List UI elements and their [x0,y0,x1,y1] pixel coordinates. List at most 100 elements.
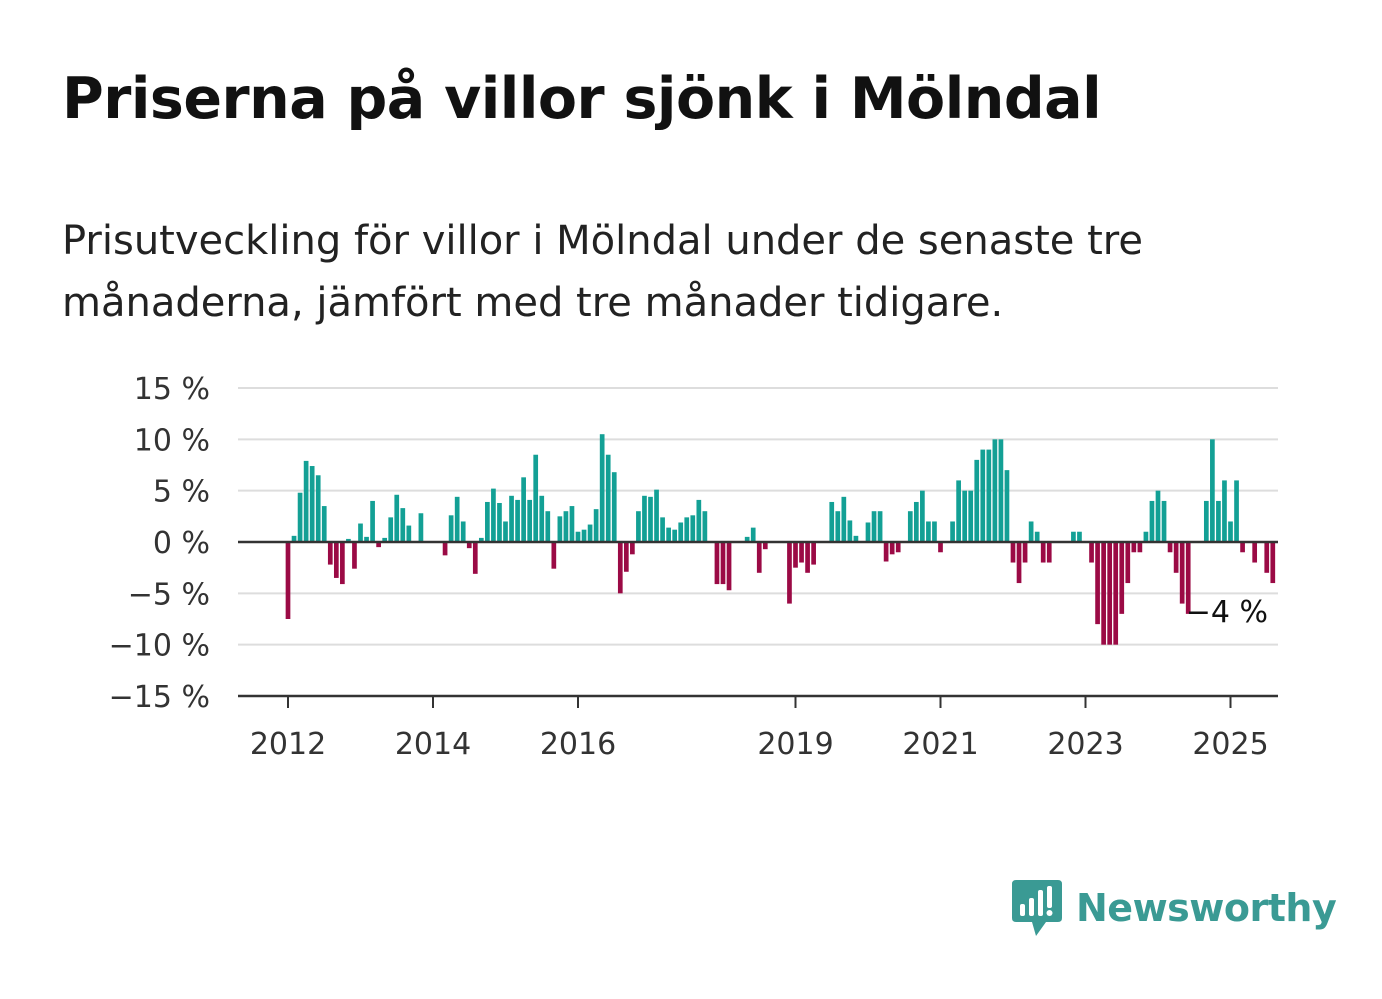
bar [1028,521,1034,542]
bar [829,501,835,542]
bar [1016,542,1022,584]
bar [1167,542,1173,553]
bar [1161,500,1167,542]
bar [581,529,587,542]
bar [1210,439,1215,542]
bar [515,499,520,542]
bar [835,511,841,542]
bar [340,542,345,585]
bar [321,506,327,542]
bar [497,502,502,542]
bar [696,499,702,542]
bar [587,524,593,542]
bar [648,496,653,542]
bar [545,511,551,542]
bar [1252,542,1258,563]
bar [442,542,448,556]
bar [346,538,351,542]
bar [1264,542,1270,573]
bar [1004,470,1010,542]
x-tick-label: 2016 [540,727,616,762]
brand-name: Newsworthy [1076,886,1337,930]
bar [478,537,484,542]
bar [611,472,617,542]
x-tick-label: 2021 [902,727,978,762]
bar [1077,531,1082,542]
bar [889,542,895,555]
bar [660,517,665,542]
bar [666,527,671,542]
newsworthy-logo-icon [1012,880,1062,936]
bar [998,439,1004,542]
bar [1095,542,1100,625]
bar [714,542,720,585]
y-tick-label: −5 % [128,577,210,612]
bar [460,521,466,542]
bar [1143,531,1149,542]
bar-layer [285,434,1276,645]
bar [364,536,369,542]
bar [563,511,569,542]
bar [1149,500,1155,542]
bar [968,490,974,542]
bar [472,542,478,574]
x-tick-label: 2019 [757,727,833,762]
bar [1010,542,1016,563]
bar [720,542,726,585]
bar [352,542,357,569]
bar [491,488,496,542]
bar [1125,542,1131,584]
bar [744,536,750,542]
bar [986,449,992,542]
bar [527,499,533,542]
bar [503,521,508,542]
bar [539,495,545,542]
bar [1228,521,1233,542]
bar [799,542,804,563]
bar [1022,542,1028,563]
bar [853,535,859,542]
y-tick-label: 0 % [153,526,210,561]
bar [454,496,460,542]
bar [370,500,375,542]
bar [938,542,943,553]
bar [533,454,539,542]
label-layer: 15 % 10 % 5 % 0 % −5 % −10 % −15 % 2012 2014 2016… [109,372,1269,762]
bar [1222,480,1227,542]
bar [1270,542,1276,584]
bar [1034,531,1040,542]
bar [466,542,472,549]
bar [551,542,557,569]
bar [1137,542,1143,553]
bar [913,501,919,542]
bar [303,460,309,542]
bar [992,439,998,542]
bar [1089,542,1094,563]
bar [950,521,955,542]
bar [1240,542,1245,553]
bar [956,480,961,542]
bar [623,542,629,572]
bar [678,522,684,542]
bar [793,542,798,568]
bar [877,511,883,542]
y-tick-label: 15 % [134,372,210,407]
bar [895,542,901,553]
bar [762,542,768,550]
bar [388,517,394,542]
bar [636,511,641,542]
bar [1155,490,1161,542]
bar [1113,542,1119,645]
bar [847,520,853,542]
bar [400,508,406,542]
bar [865,522,871,542]
bar [883,542,889,562]
bar [926,521,931,542]
bar [1131,542,1137,553]
x-tick-label: 2023 [1047,727,1123,762]
bar [1203,500,1209,542]
bar [358,523,363,542]
bar [1119,542,1125,614]
y-tick-label: 5 % [153,475,210,510]
